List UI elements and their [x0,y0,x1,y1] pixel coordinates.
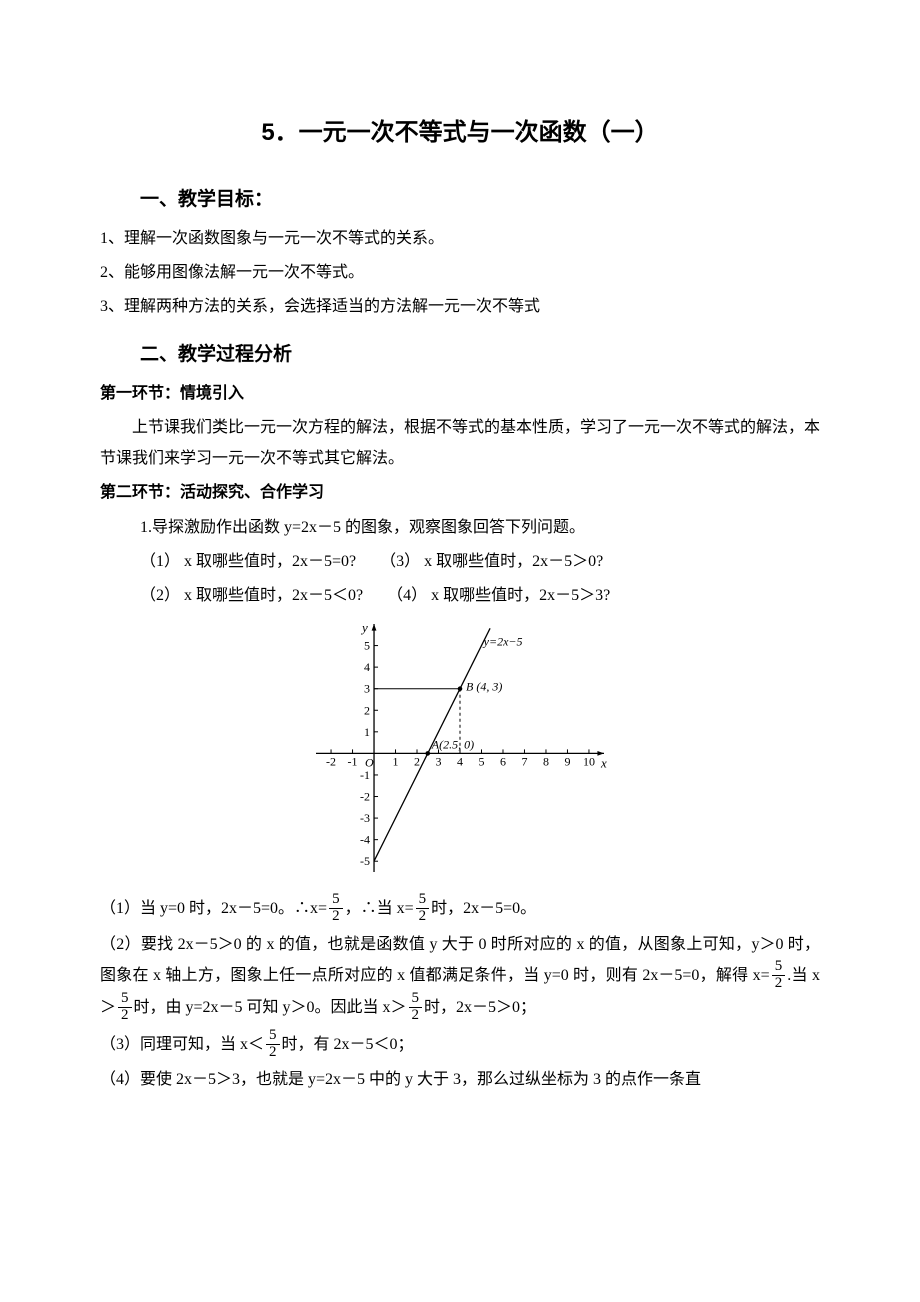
section-process-heading: 二、教学过程分析 [140,337,820,373]
question-3: （3） x 取哪些值时，2x－5＞0? [380,553,603,570]
answer-3-part-b: 时，有 2x－5＜0； [282,1036,414,1053]
answer-2-part-d: 时，2x－5＞0； [424,999,536,1016]
svg-text:4: 4 [364,660,370,674]
prompt-line: 1.导探激励作出函数 y=2x－5 的图象，观察图象回答下列问题。 [100,513,820,543]
svg-text:A(2.5, 0): A(2.5, 0) [431,737,474,751]
document-page: 5．一元一次不等式与一次函数（一） 一、教学目标： 1、理解一次函数图象与一元一… [0,0,920,1160]
answer-1-part-b: ，∴当 x= [345,900,414,917]
svg-text:x: x [600,755,607,770]
question-4: （4） x 取哪些值时，2x－5＞3? [387,587,610,604]
answer-2-part-a: （2）要找 2x－5＞0 的 x 的值，也就是函数值 y 大于 0 时所对应的 … [100,936,820,984]
svg-text:O: O [365,755,374,769]
svg-text:4: 4 [457,754,463,768]
svg-text:3: 3 [364,681,370,695]
answer-1: （1）当 y=0 时，2x－5=0。∴x=52，∴当 x=52时，2x－5=0。 [100,893,820,926]
svg-text:2: 2 [414,754,420,768]
question-row-1: （1） x 取哪些值时，2x－5=0? （3） x 取哪些值时，2x－5＞0? [100,547,820,577]
svg-text:6: 6 [500,754,506,768]
fraction-5-over-2: 52 [266,1028,280,1061]
svg-text:y: y [360,620,368,635]
svg-text:-4: -4 [360,832,370,846]
goal-item-2: 2、能够用图像法解一元一次不等式。 [100,258,820,288]
svg-text:8: 8 [543,754,549,768]
function-graph: -2 -1 1 2 3 4 5 6 7 8 9 10 1 2 3 4 5 -1 -2 -3 -4 -5 Ox y y=2x−5 A… [100,618,820,889]
fraction-5-over-2: 52 [416,892,430,925]
section-goals-heading: 一、教学目标： [140,182,820,218]
goal-item-3: 3、理解两种方法的关系，会选择适当的方法解一元一次不等式 [100,292,820,322]
svg-text:5: 5 [478,754,484,768]
svg-text:-5: -5 [360,854,370,868]
svg-text:3: 3 [436,754,442,768]
answer-1-part-c: 时，2x－5=0。 [431,900,536,917]
answer-1-part-a: （1）当 y=0 时，2x－5=0。∴x= [100,900,327,917]
svg-text:5: 5 [364,638,370,652]
answer-2-part-c: 时，由 y=2x－5 可知 y＞0。因此当 x＞ [134,999,407,1016]
svg-text:2: 2 [364,703,370,717]
svg-text:-2: -2 [360,789,370,803]
question-2: （2） x 取哪些值时，2x－5＜0? [140,587,363,604]
question-1: （1） x 取哪些值时，2x－5=0? [140,553,356,570]
svg-text:7: 7 [521,754,527,768]
svg-text:-1: -1 [360,768,370,782]
graph-svg: -2 -1 1 2 3 4 5 6 7 8 9 10 1 2 3 4 5 -1 -2 -3 -4 -5 Ox y y=2x−5 A… [310,618,610,878]
svg-text:1: 1 [393,754,399,768]
question-row-2: （2） x 取哪些值时，2x－5＜0? （4） x 取哪些值时，2x－5＞3? [100,581,820,611]
stage1-heading: 第一环节：情境引入 [100,379,820,409]
svg-text:9: 9 [564,754,570,768]
svg-text:10: 10 [583,754,595,768]
svg-text:-3: -3 [360,811,370,825]
stage1-paragraph: 上节课我们类比一元一次方程的解法，根据不等式的基本性质，学习了一元一次不等式的解… [100,413,820,474]
fraction-5-over-2: 52 [772,959,786,992]
svg-text:B (4, 3): B (4, 3) [466,679,502,693]
answer-3: （3）同理可知，当 x＜52时，有 2x－5＜0； [100,1029,820,1062]
answer-4: （4）要使 2x－5＞3，也就是 y=2x－5 中的 y 大于 3，那么过纵坐标… [100,1065,820,1095]
svg-text:-2: -2 [326,754,336,768]
page-title: 5．一元一次不等式与一次函数（一） [100,110,820,156]
answer-2: （2）要找 2x－5＞0 的 x 的值，也就是函数值 y 大于 0 时所对应的 … [100,930,820,1025]
svg-text:y=2x−5: y=2x−5 [483,634,523,648]
stage2-heading: 第二环节：活动探究、合作学习 [100,478,820,508]
answer-3-part-a: （3）同理可知，当 x＜ [100,1036,264,1053]
fraction-5-over-2: 52 [329,892,343,925]
fraction-5-over-2: 52 [409,991,423,1024]
svg-text:-1: -1 [348,754,358,768]
goal-item-1: 1、理解一次函数图象与一元一次不等式的关系。 [100,224,820,254]
fraction-5-over-2: 52 [118,991,132,1024]
svg-text:1: 1 [364,725,370,739]
